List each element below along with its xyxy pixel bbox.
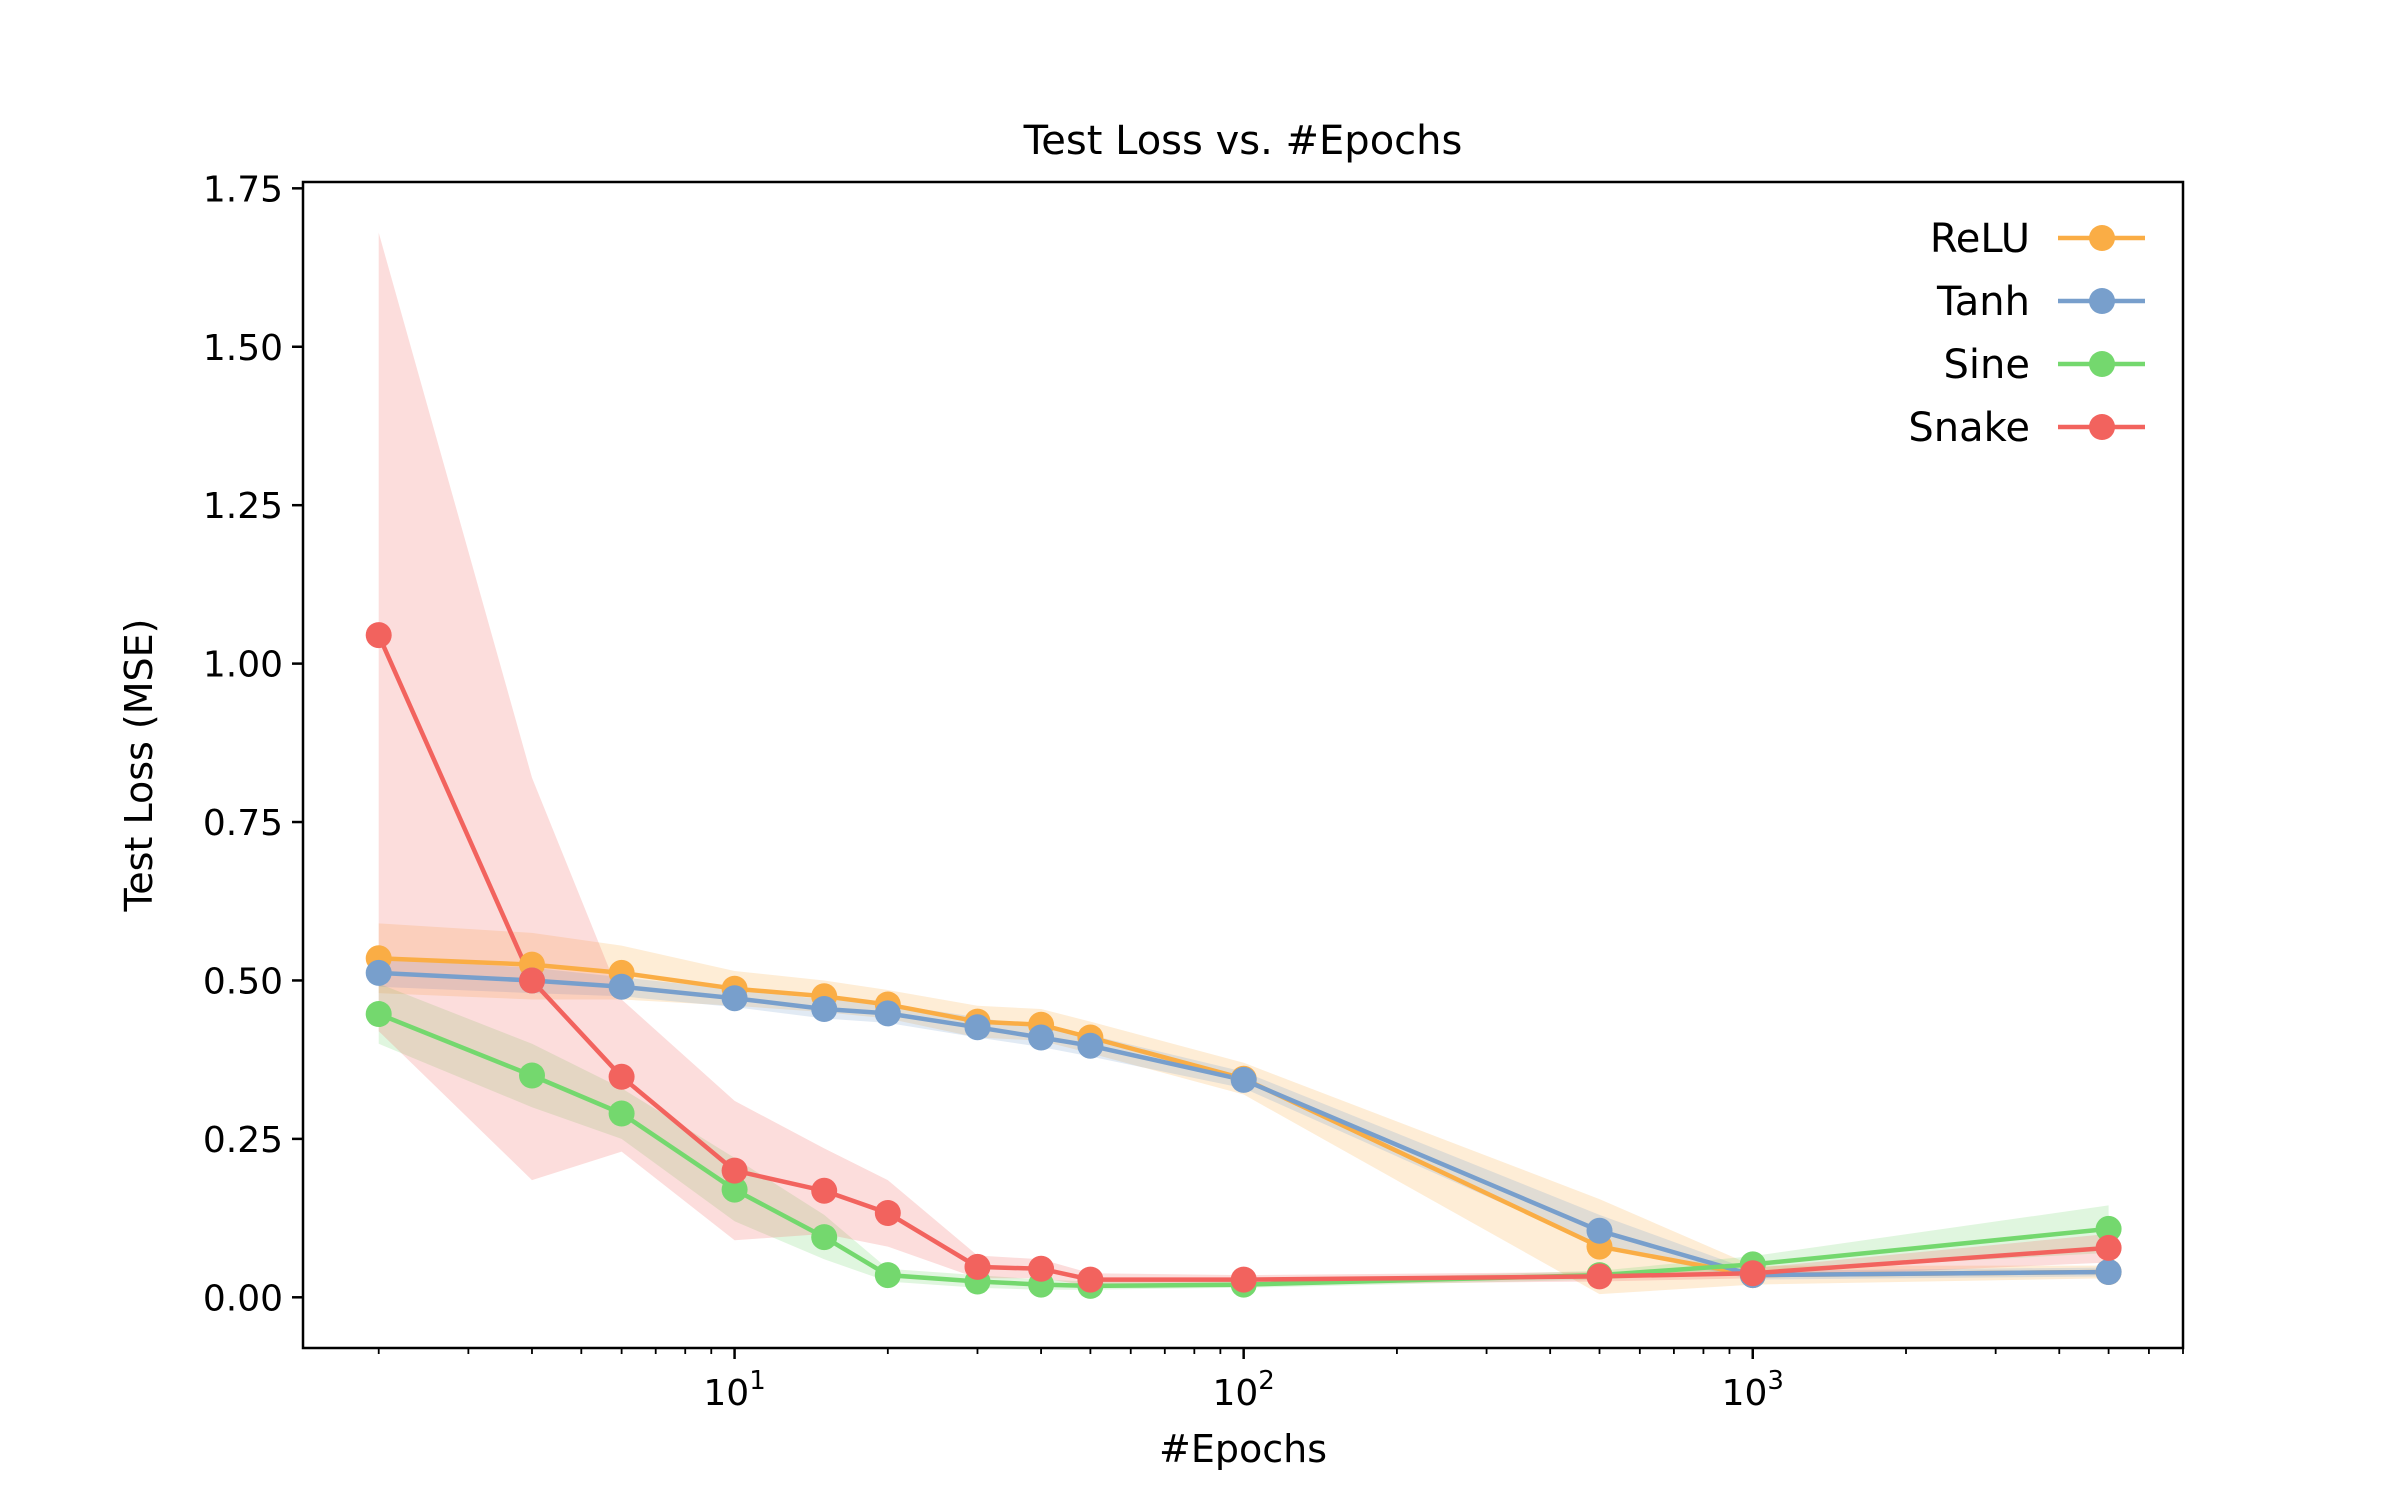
band-sine	[378, 983, 2109, 1290]
point-snake	[1739, 1260, 1766, 1287]
y-tick-label: 1.75	[203, 169, 283, 210]
legend-label-sine: Sine	[1944, 342, 2030, 388]
point-tanh	[811, 996, 838, 1022]
legend-label-snake: Snake	[1908, 405, 2030, 451]
point-snake	[519, 967, 545, 994]
y-axis-title: Test Loss (MSE)	[117, 619, 161, 913]
x-tick-label: 102	[1212, 1366, 1274, 1414]
confidence-bands	[378, 232, 2109, 1295]
point-snake	[1230, 1266, 1257, 1293]
point-snake	[2095, 1234, 2122, 1261]
y-tick-label: 0.75	[203, 803, 283, 844]
point-snake	[1028, 1255, 1055, 1282]
point-tanh	[1230, 1066, 1257, 1093]
point-tanh	[365, 959, 392, 986]
point-snake	[365, 622, 392, 649]
x-tick-label: 101	[703, 1366, 765, 1414]
y-tick-label: 1.00	[203, 645, 283, 686]
axes: 0.00 0.25 0.50 0.75 1.00 1.25 1.50 1.75 101 102 10…	[203, 169, 2185, 1414]
point-tanh	[1028, 1024, 1055, 1051]
series-points	[365, 622, 2122, 1299]
legend-marker-relu	[2089, 225, 2115, 251]
band-relu	[378, 923, 2109, 1295]
point-sine	[874, 1262, 901, 1289]
point-sine	[519, 1062, 545, 1089]
y-tick-label: 0.50	[203, 961, 283, 1002]
point-snake	[1586, 1263, 1613, 1290]
legend: ReLU Tanh Sine Snake	[1908, 216, 2145, 451]
point-tanh	[1077, 1032, 1104, 1059]
point-snake	[1077, 1266, 1104, 1293]
legend-marker-sine	[2089, 351, 2115, 377]
legend-marker-tanh	[2089, 288, 2115, 314]
point-tanh	[1586, 1217, 1613, 1244]
point-snake	[608, 1063, 635, 1090]
y-tick-label: 0.25	[203, 1120, 283, 1161]
point-sine	[811, 1224, 838, 1251]
y-tick-label: 0.00	[203, 1278, 283, 1319]
point-snake	[964, 1253, 991, 1280]
chart-title: Test Loss vs. #Epochs	[1023, 118, 1463, 164]
point-sine	[608, 1100, 635, 1127]
point-sine	[2095, 1215, 2122, 1242]
y-tick-label: 1.25	[203, 486, 283, 527]
point-tanh	[964, 1014, 991, 1041]
x-axis-title: #Epochs	[1159, 1427, 1327, 1471]
point-snake	[721, 1157, 748, 1184]
x-tick-label: 103	[1722, 1366, 1784, 1414]
legend-label-tanh: Tanh	[1936, 279, 2030, 325]
y-tick-label: 1.50	[203, 328, 283, 369]
point-snake	[874, 1200, 901, 1226]
point-tanh	[2095, 1259, 2122, 1285]
band-tanh	[378, 958, 2109, 1280]
point-tanh	[874, 1000, 901, 1027]
point-tanh	[608, 973, 635, 1000]
point-sine	[721, 1176, 748, 1203]
point-sine	[365, 1001, 392, 1027]
point-snake	[811, 1177, 838, 1204]
point-tanh	[721, 985, 748, 1012]
legend-marker-snake	[2089, 414, 2115, 440]
legend-label-relu: ReLU	[1930, 216, 2030, 262]
